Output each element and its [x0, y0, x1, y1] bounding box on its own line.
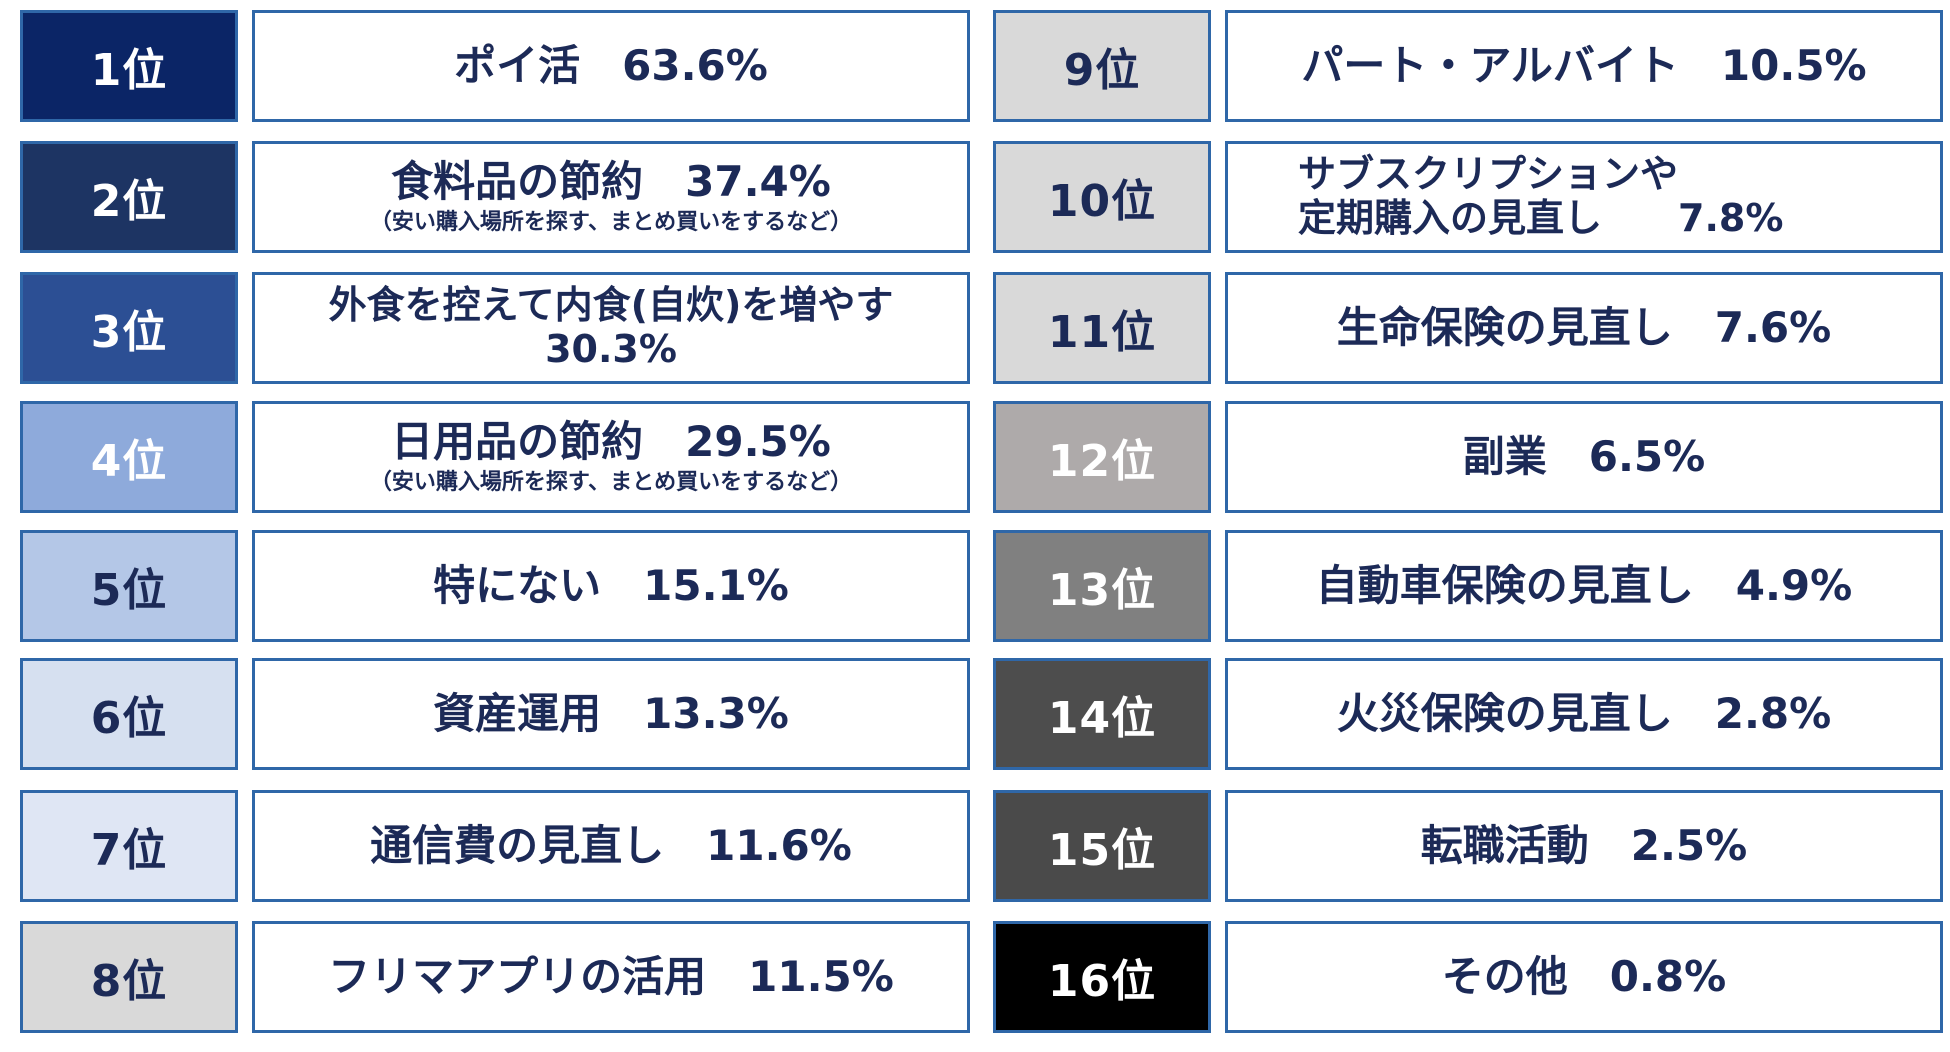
- rank-badge: 6位: [20, 658, 238, 770]
- rank-badge: 3位: [20, 272, 238, 384]
- item-label: フリマアプリの活用 11.5%: [328, 951, 894, 1001]
- rank-badge: 11位: [993, 272, 1211, 384]
- ranking-item: その他 0.8%: [1225, 921, 1943, 1033]
- ranking-row: 1位 ポイ活 63.6%: [20, 10, 970, 122]
- ranking-row: 13位 自動車保険の見直し 4.9%: [993, 530, 1943, 642]
- item-note: （安い購入場所を探す、まとめ買いをするなど）: [369, 469, 853, 495]
- ranking-item: フリマアプリの活用 11.5%: [252, 921, 970, 1033]
- ranking-item: 外食を控えて内食(自炊)を増やす 30.3%: [252, 272, 970, 384]
- ranking-item: 自動車保険の見直し 4.9%: [1225, 530, 1943, 642]
- ranking-item: ポイ活 63.6%: [252, 10, 970, 122]
- ranking-row: 2位 食料品の節約 37.4% （安い購入場所を探す、まとめ買いをするなど）: [20, 141, 970, 253]
- item-label: 特にない 15.1%: [433, 560, 789, 610]
- ranking-item: 通信費の見直し 11.6%: [252, 790, 970, 902]
- ranking-row: 15位 転職活動 2.5%: [993, 790, 1943, 902]
- ranking-row: 5位 特にない 15.1%: [20, 530, 970, 642]
- item-label: 火災保険の見直し 2.8%: [1336, 688, 1832, 738]
- item-label: 30.3%: [545, 327, 677, 371]
- rank-badge: 13位: [993, 530, 1211, 642]
- item-label: 食料品の節約 37.4%: [391, 157, 831, 207]
- ranking-row: 16位 その他 0.8%: [993, 921, 1943, 1033]
- item-label: 副業 6.5%: [1462, 431, 1706, 481]
- ranking-item: 転職活動 2.5%: [1225, 790, 1943, 902]
- ranking-item: 副業 6.5%: [1225, 401, 1943, 513]
- ranking-item: 食料品の節約 37.4% （安い購入場所を探す、まとめ買いをするなど）: [252, 141, 970, 253]
- rank-badge: 16位: [993, 921, 1211, 1033]
- ranking-row: 9位 パート・アルバイト 10.5%: [993, 10, 1943, 122]
- ranking-item: 火災保険の見直し 2.8%: [1225, 658, 1943, 770]
- rank-badge: 8位: [20, 921, 238, 1033]
- ranking-item: パート・アルバイト 10.5%: [1225, 10, 1943, 122]
- ranking-item: 資産運用 13.3%: [252, 658, 970, 770]
- item-note: （安い購入場所を探す、まとめ買いをするなど）: [369, 209, 853, 235]
- rank-badge: 15位: [993, 790, 1211, 902]
- ranking-row: 4位 日用品の節約 29.5% （安い購入場所を探す、まとめ買いをするなど）: [20, 401, 970, 513]
- ranking-row: 12位 副業 6.5%: [993, 401, 1943, 513]
- rank-badge: 4位: [20, 401, 238, 513]
- item-label: 転職活動 2.5%: [1420, 820, 1748, 870]
- rank-badge: 12位: [993, 401, 1211, 513]
- rank-badge: 9位: [993, 10, 1211, 122]
- item-label: 資産運用 13.3%: [433, 688, 789, 738]
- item-label: 外食を控えて内食(自炊)を増やす: [328, 283, 894, 328]
- ranking-row: 14位 火災保険の見直し 2.8%: [993, 658, 1943, 770]
- ranking-row: 7位 通信費の見直し 11.6%: [20, 790, 970, 902]
- rank-badge: 2位: [20, 141, 238, 253]
- item-label: 日用品の節約 29.5%: [391, 417, 831, 467]
- item-label: 通信費の見直し 11.6%: [370, 820, 852, 870]
- rank-badge: 14位: [993, 658, 1211, 770]
- ranking-row: 6位 資産運用 13.3%: [20, 658, 970, 770]
- ranking-row: 11位 生命保険の見直し 7.6%: [993, 272, 1943, 384]
- item-label: 生命保険の見直し 7.6%: [1336, 302, 1832, 352]
- item-label: 自動車保険の見直し 4.9%: [1315, 560, 1853, 610]
- rank-badge: 1位: [20, 10, 238, 122]
- ranking-row: 10位 サブスクリプションや 定期購入の見直し 7.8%: [993, 141, 1943, 253]
- item-label: パート・アルバイト 10.5%: [1301, 40, 1867, 90]
- rank-badge: 5位: [20, 530, 238, 642]
- item-label: 定期購入の見直し 7.8%: [1298, 196, 1784, 240]
- ranking-item: 特にない 15.1%: [252, 530, 970, 642]
- item-label: ポイ活 63.6%: [454, 40, 768, 90]
- rank-badge: 7位: [20, 790, 238, 902]
- item-label: サブスクリプションや: [1298, 152, 1679, 197]
- ranking-item: 日用品の節約 29.5% （安い購入場所を探す、まとめ買いをするなど）: [252, 401, 970, 513]
- rank-badge: 10位: [993, 141, 1211, 253]
- ranking-row: 8位 フリマアプリの活用 11.5%: [20, 921, 970, 1033]
- ranking-item: サブスクリプションや 定期購入の見直し 7.8%: [1225, 141, 1943, 253]
- item-label: その他 0.8%: [1441, 951, 1727, 1001]
- ranking-row: 3位 外食を控えて内食(自炊)を増やす 30.3%: [20, 272, 970, 384]
- ranking-item: 生命保険の見直し 7.6%: [1225, 272, 1943, 384]
